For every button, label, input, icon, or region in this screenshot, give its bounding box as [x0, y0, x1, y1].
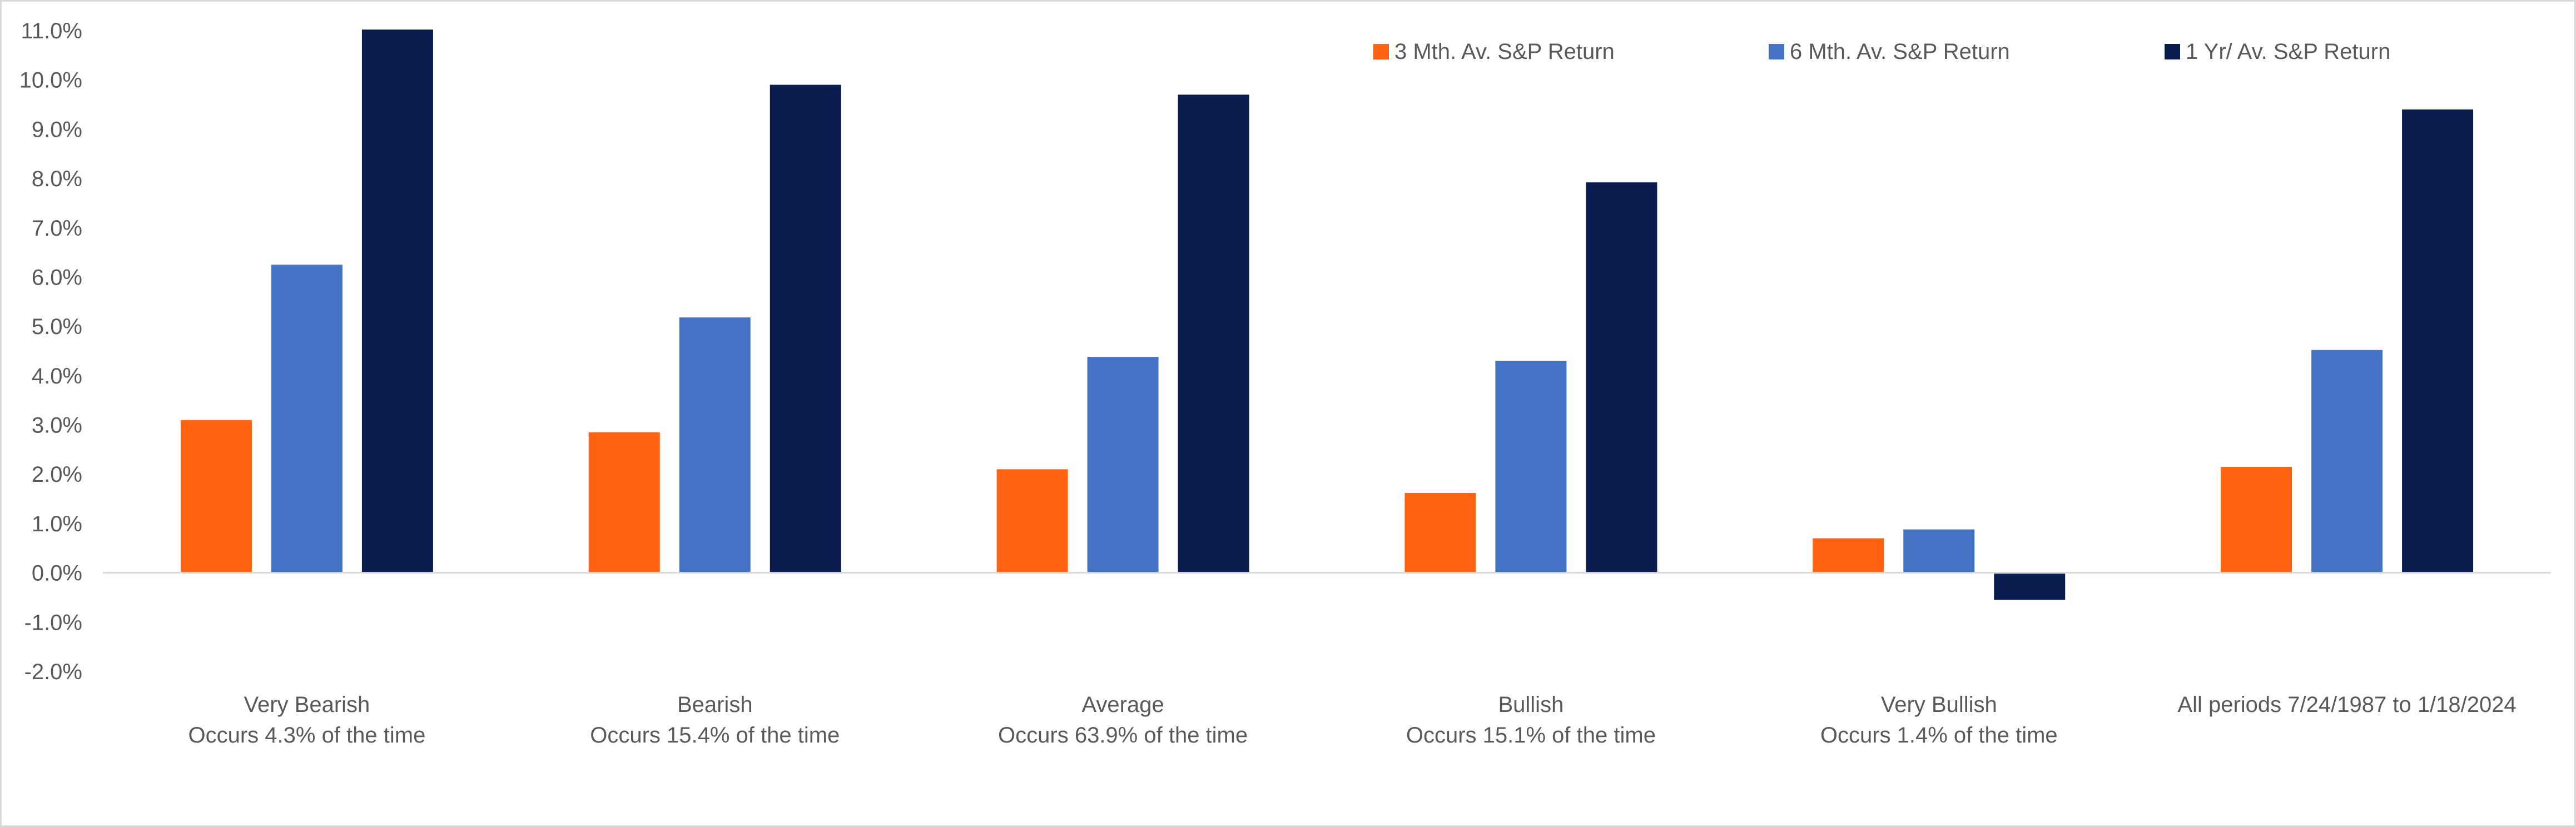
y-tick-label: -1.0% — [24, 610, 83, 635]
y-tick-label: 10.0% — [19, 68, 82, 93]
x-tick-label: Bearish — [677, 693, 753, 717]
y-tick-label: 3.0% — [32, 414, 82, 438]
bar — [1813, 538, 1884, 573]
bar — [1404, 492, 1476, 573]
bar — [2402, 109, 2474, 573]
y-tick-label: 2.0% — [32, 462, 82, 487]
bar — [2311, 350, 2383, 573]
x-tick-label: Very Bullish — [1881, 693, 1997, 717]
bar — [1994, 572, 2066, 600]
y-tick-label: 5.0% — [32, 315, 82, 339]
bars — [180, 29, 2474, 600]
bar — [588, 432, 660, 573]
bar — [1495, 361, 1567, 573]
bar — [770, 84, 841, 573]
legend-label: 6 Mth. Av. S&P Return — [1790, 39, 2010, 64]
bar — [271, 265, 343, 573]
x-tick-label: Very Bearish — [244, 693, 370, 717]
y-tick-label: 4.0% — [32, 364, 82, 388]
x-tick-label: Occurs 63.9% of the time — [998, 723, 1248, 748]
y-tick-label: 11.0% — [21, 19, 82, 43]
x-tick-label: All periods 7/24/1987 to 1/18/2024 — [2177, 693, 2516, 717]
y-tick-label: -2.0% — [24, 660, 83, 684]
bar — [180, 420, 252, 573]
y-tick-label: 9.0% — [32, 117, 82, 142]
bar — [361, 29, 433, 573]
bar — [996, 469, 1068, 573]
legend-swatch — [1769, 44, 1784, 59]
y-tick-label: 8.0% — [32, 167, 82, 191]
y-tick-label: 7.0% — [32, 216, 82, 241]
y-tick-label: 6.0% — [32, 265, 82, 290]
x-tick-label: Occurs 1.4% of the time — [1820, 723, 2058, 748]
x-axis: Very Bearish Occurs 4.3% of the time Beari… — [188, 693, 2516, 748]
legend-swatch — [1373, 44, 1389, 59]
x-tick-label: Occurs 4.3% of the time — [188, 723, 425, 748]
bar — [1903, 529, 1975, 573]
legend-swatch — [2165, 44, 2180, 59]
legend-label: 1 Yr/ Av. S&P Return — [2186, 39, 2390, 64]
y-tick-label: 0.0% — [32, 561, 82, 586]
x-tick-label: Bullish — [1498, 693, 1564, 717]
y-tick-label: 1.0% — [32, 512, 82, 536]
bar — [1087, 357, 1159, 573]
bar — [2221, 466, 2292, 573]
x-tick-label: Average — [1081, 693, 1164, 717]
x-tick-label: Occurs 15.4% of the time — [590, 723, 840, 748]
x-tick-label: Occurs 15.1% of the time — [1406, 723, 1656, 748]
bar — [1178, 94, 1249, 573]
legend-label: 3 Mth. Av. S&P Return — [1394, 39, 1615, 64]
bar — [1586, 182, 1657, 573]
legend: 3 Mth. Av. S&P Return 6 Mth. Av. S&P Retu… — [1373, 39, 2390, 64]
bar — [679, 317, 751, 573]
y-axis: 11.0% 10.0% 9.0% 8.0% 7.0% 6.0% 5.0% 4.0% 3.0% 2.… — [19, 19, 82, 684]
